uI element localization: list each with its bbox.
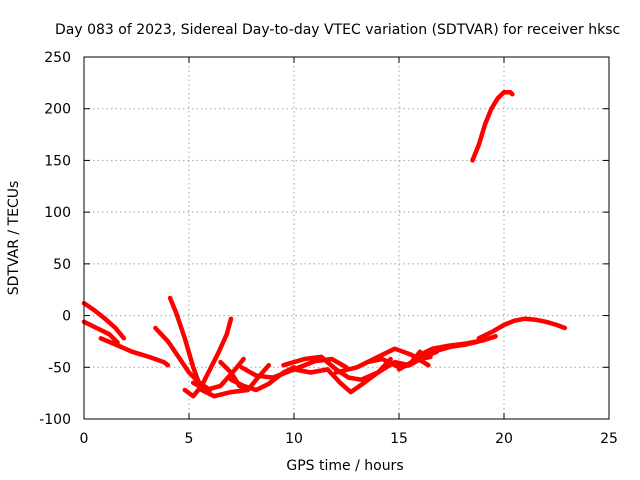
x-tick-label: 10 bbox=[285, 431, 303, 447]
y-tick-label: 250 bbox=[44, 50, 71, 66]
x-tick-label: 20 bbox=[495, 431, 513, 447]
x-tick-label: 5 bbox=[185, 431, 194, 447]
y-axis-label: SDTVAR / TECUs bbox=[6, 181, 22, 296]
series-line-track-6 bbox=[182, 316, 234, 399]
chart-title: Day 083 of 2023, Sidereal Day-to-day VTE… bbox=[55, 22, 620, 38]
series-line-track-20 bbox=[470, 89, 515, 163]
y-tick-label: 100 bbox=[44, 205, 71, 221]
y-tick-labels: -100 -50 0 50 100 150 200 250 bbox=[39, 50, 71, 428]
series-group bbox=[81, 89, 568, 399]
y-tick-label: 0 bbox=[62, 309, 71, 325]
y-tick-label: 50 bbox=[53, 257, 71, 273]
series-line-track-7 bbox=[190, 356, 246, 393]
series-line-track-12 bbox=[291, 359, 393, 395]
x-tick-label: 15 bbox=[390, 431, 408, 447]
x-tick-label: 25 bbox=[600, 431, 618, 447]
series-line-track-18 bbox=[424, 339, 482, 356]
x-tick-label: 0 bbox=[80, 431, 89, 447]
series-line-track-19 bbox=[476, 316, 568, 341]
grid-lines bbox=[84, 57, 609, 419]
series-line-track-3 bbox=[98, 336, 171, 368]
y-tick-label: 150 bbox=[44, 153, 71, 169]
plot-frame bbox=[83, 56, 610, 420]
series-line-track-1 bbox=[81, 300, 127, 341]
series-line-track-2 bbox=[81, 319, 120, 345]
y-tick-label: -50 bbox=[48, 360, 71, 376]
x-tick-labels: 0 5 10 15 20 25 bbox=[80, 431, 618, 447]
series-line-track-5 bbox=[167, 295, 251, 399]
series-line-track-16 bbox=[396, 349, 423, 372]
x-axis-label: GPS time / hours bbox=[286, 458, 403, 474]
y-tick-label: -100 bbox=[39, 412, 71, 428]
y-tick-label: 200 bbox=[44, 102, 71, 118]
